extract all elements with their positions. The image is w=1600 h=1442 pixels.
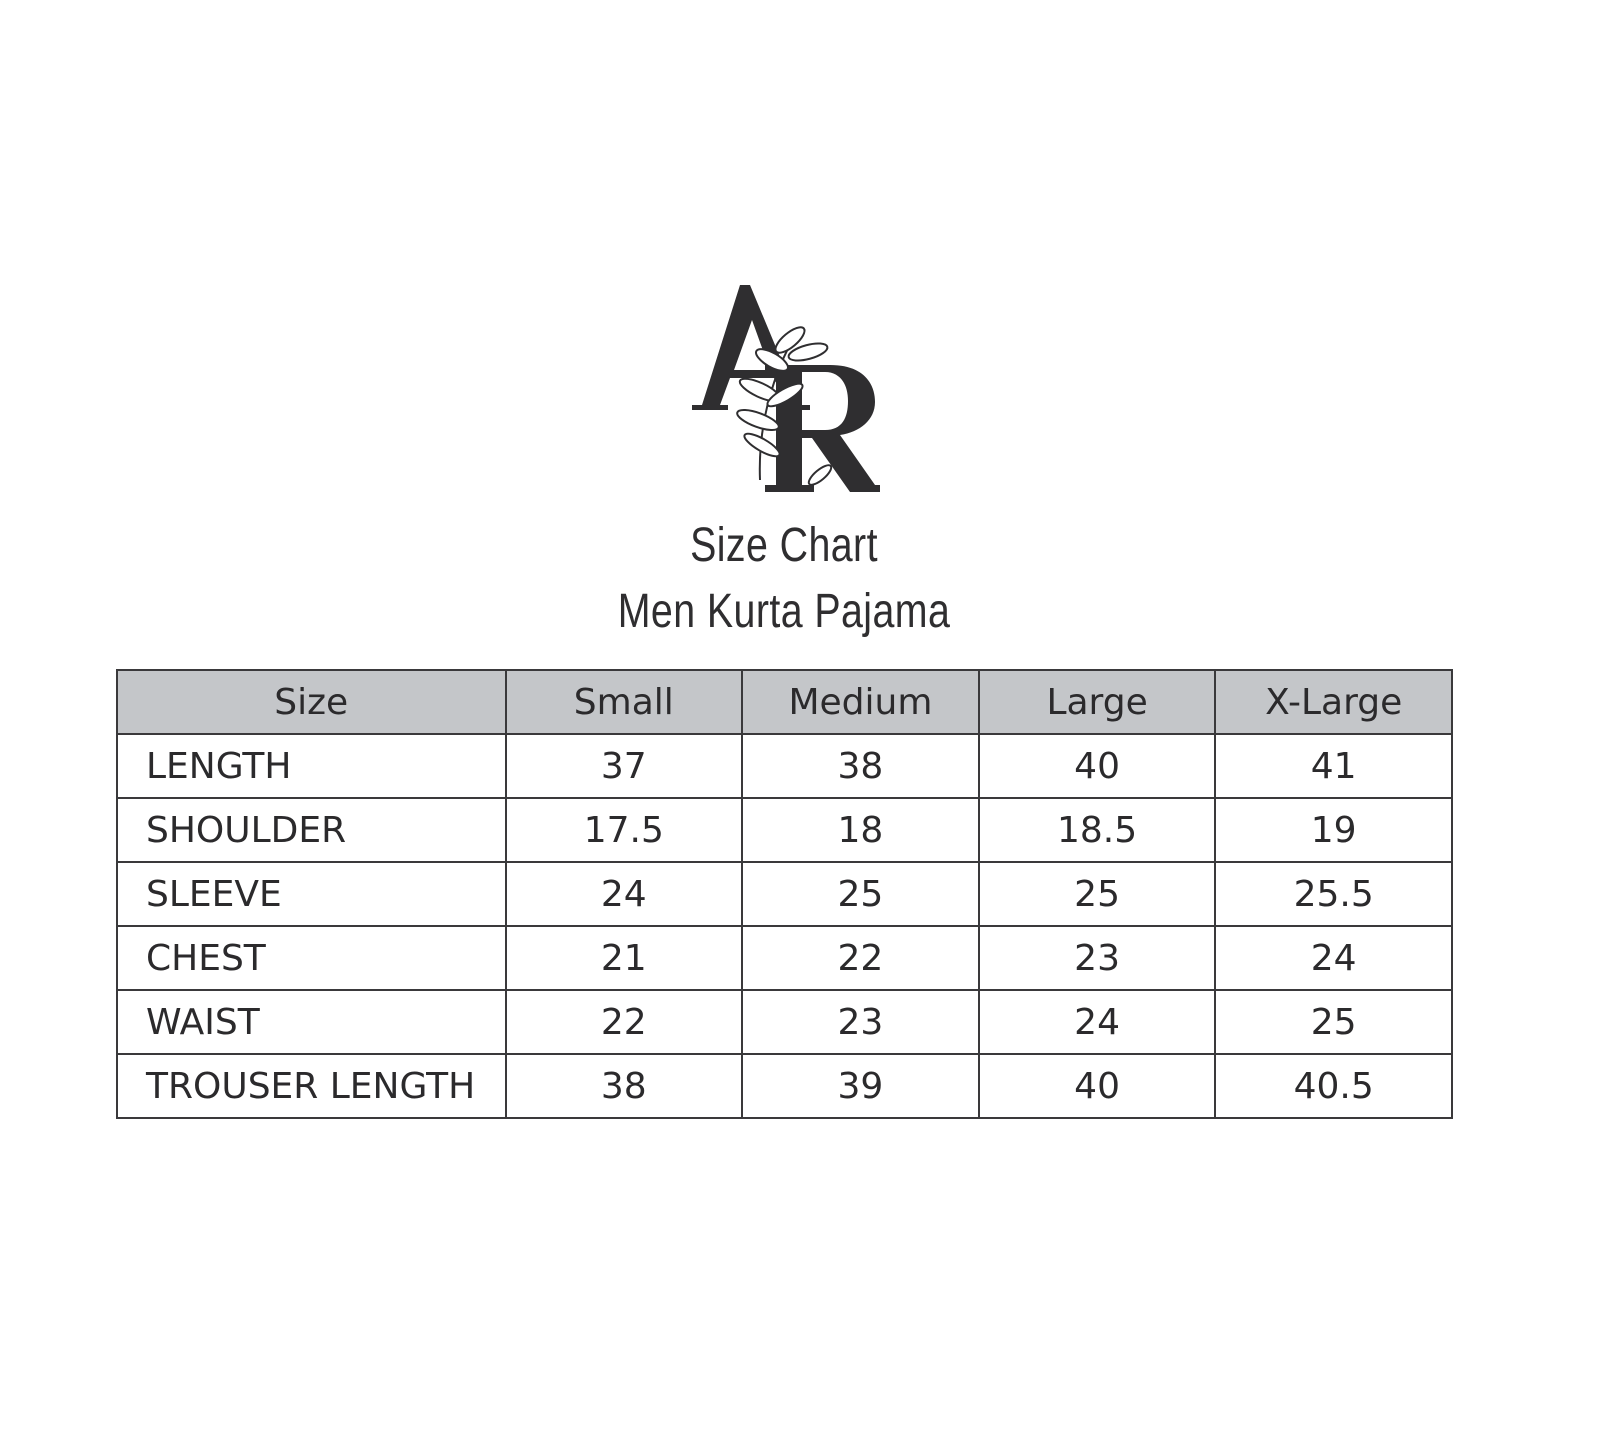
column-header: Size [116, 669, 507, 735]
header-row: Size Small Medium Large X-Large [116, 669, 1453, 735]
row-label: TROUSER LENGTH [116, 1053, 507, 1119]
table-cell: 37 [504, 733, 744, 799]
column-header: Medium [741, 669, 980, 735]
size-chart-table: Size Small Medium Large X-Large LENGTH 37… [116, 669, 1453, 1119]
table-cell: 41 [1214, 733, 1453, 799]
table-row: WAIST 22 23 24 25 [116, 989, 1453, 1055]
table-cell: 22 [741, 925, 980, 991]
page-title: Size Chart [690, 519, 878, 572]
row-label: SHOULDER [116, 797, 507, 863]
row-label: WAIST [116, 989, 507, 1055]
table-row: SLEEVE 24 25 25 25.5 [116, 861, 1453, 927]
table-cell: 39 [741, 1053, 980, 1119]
table-cell: 40 [977, 733, 1217, 799]
table-cell: 24 [977, 989, 1217, 1055]
row-label: LENGTH [116, 733, 507, 799]
table-cell: 22 [504, 989, 744, 1055]
table-cell: 25 [1214, 989, 1453, 1055]
row-label: SLEEVE [116, 861, 507, 927]
table-cell: 17.5 [504, 797, 744, 863]
table-cell: 18 [741, 797, 980, 863]
column-header: Small [504, 669, 744, 735]
leaf-ornament-icon [736, 326, 833, 486]
column-header: Large [977, 669, 1217, 735]
table-row: CHEST 21 22 23 24 [116, 925, 1453, 991]
table-cell: 23 [741, 989, 980, 1055]
table-row: SHOULDER 17.5 18 18.5 19 [116, 797, 1453, 863]
table-cell: 24 [1214, 925, 1453, 991]
table-cell: 24 [504, 861, 744, 927]
table-body: LENGTH 37 38 40 41 SHOULDER 17.5 18 18.5 19 SLEEVE… [116, 733, 1453, 1119]
table-row: TROUSER LENGTH 38 39 40 40.5 [116, 1053, 1453, 1119]
table-cell: 38 [741, 733, 980, 799]
table-cell: 19 [1214, 797, 1453, 863]
table-cell: 38 [504, 1053, 744, 1119]
row-label: CHEST [116, 925, 507, 991]
table-cell: 23 [977, 925, 1217, 991]
table-cell: 18.5 [977, 797, 1217, 863]
table-cell: 40.5 [1214, 1053, 1453, 1119]
table-cell: 25 [741, 861, 980, 927]
column-header: X-Large [1214, 669, 1453, 735]
table-cell: 25 [977, 861, 1217, 927]
table-cell: 21 [504, 925, 744, 991]
brand-logo [692, 285, 880, 492]
table-cell: 25.5 [1214, 861, 1453, 927]
page-subtitle: Men Kurta Pajama [617, 585, 951, 638]
table-cell: 40 [977, 1053, 1217, 1119]
table-row: LENGTH 37 38 40 41 [116, 733, 1453, 799]
